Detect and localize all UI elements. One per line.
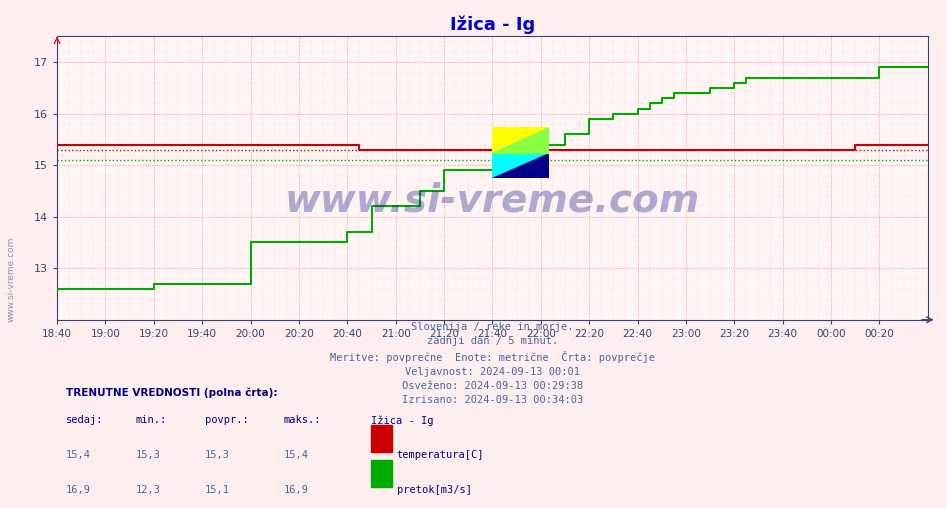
Text: 15,1: 15,1: [205, 485, 230, 495]
Text: 15,4: 15,4: [65, 450, 91, 460]
Text: www.si-vreme.com: www.si-vreme.com: [7, 237, 16, 322]
Text: maks.:: maks.:: [283, 415, 321, 425]
Text: TRENUTNE VREDNOSTI (polna črta):: TRENUTNE VREDNOSTI (polna črta):: [65, 388, 277, 398]
Text: 15,3: 15,3: [135, 450, 160, 460]
Text: sedaj:: sedaj:: [65, 415, 103, 425]
Text: Slovenija / reke in morje.
zadnji dan / 5 minut.
Meritve: povprečne  Enote: metr: Slovenija / reke in morje. zadnji dan / …: [330, 322, 655, 405]
Bar: [370, 460, 392, 487]
Text: 15,4: 15,4: [283, 450, 309, 460]
Text: Ižica - Ig: Ižica - Ig: [370, 415, 433, 426]
Text: www.si-vreme.com: www.si-vreme.com: [285, 182, 700, 220]
Text: temperatura[C]: temperatura[C]: [397, 450, 484, 460]
Bar: [370, 425, 392, 453]
Text: povpr.:: povpr.:: [205, 415, 249, 425]
Text: min.:: min.:: [135, 415, 167, 425]
Title: Ižica - Ig: Ižica - Ig: [450, 15, 535, 34]
Text: 15,3: 15,3: [205, 450, 230, 460]
Text: 16,9: 16,9: [65, 485, 91, 495]
Text: 16,9: 16,9: [283, 485, 309, 495]
Text: 12,3: 12,3: [135, 485, 160, 495]
Text: pretok[m3/s]: pretok[m3/s]: [397, 485, 472, 495]
